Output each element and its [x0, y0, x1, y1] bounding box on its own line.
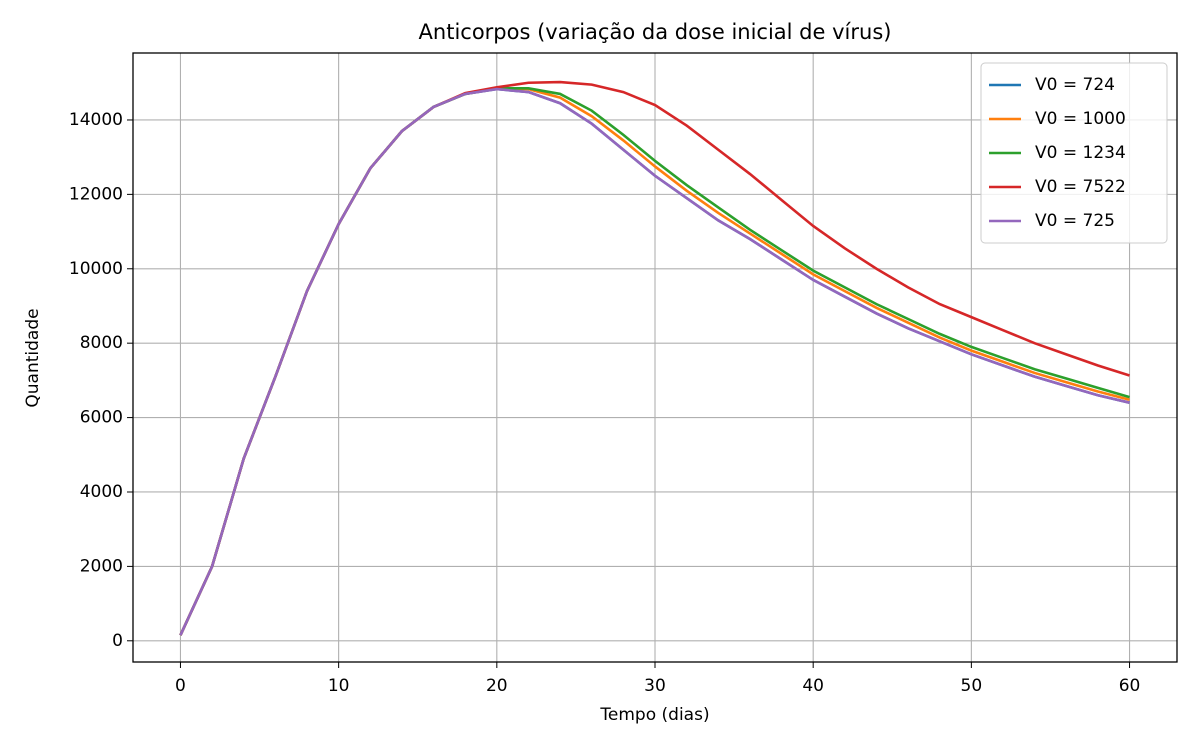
x-tick-label: 10: [328, 676, 350, 696]
y-tick-label: 2000: [80, 556, 123, 576]
plot-frame: [132, 52, 1178, 663]
y-tick-label: 8000: [80, 333, 123, 353]
y-tick-label: 12000: [69, 184, 123, 204]
x-tick-label: 60: [1119, 676, 1141, 696]
legend-box: [980, 62, 1168, 244]
y-tick-label: 14000: [69, 110, 123, 130]
legend: V0 = 724 V0 = 1000 V0 = 1234 V0 = 7522 V0 = …: [980, 62, 1168, 244]
legend-label: V0 = 724: [1035, 75, 1115, 95]
y-tick-label: 0: [112, 631, 123, 651]
y-tick-label: 6000: [80, 408, 123, 428]
x-axis-label: Tempo (dias): [599, 705, 709, 725]
chart-title: Anticorpos (variação da dose inicial de …: [419, 20, 892, 44]
legend-label: V0 = 7522: [1035, 177, 1126, 197]
legend-label: V0 = 725: [1035, 211, 1115, 231]
legend-label: V0 = 1234: [1035, 143, 1126, 163]
x-tick-label: 40: [802, 676, 824, 696]
x-tick-label: 30: [644, 676, 666, 696]
data-line: [179, 87, 1130, 636]
y-tick-label: 10000: [69, 259, 123, 279]
y-tick-label: 4000: [80, 482, 123, 502]
x-tick-label: 50: [961, 676, 983, 696]
legend-label: V0 = 1000: [1035, 109, 1126, 129]
y-axis-label: Quantidade: [23, 308, 43, 407]
x-tick-label: 0: [175, 676, 186, 696]
x-tick-label: 20: [486, 676, 508, 696]
